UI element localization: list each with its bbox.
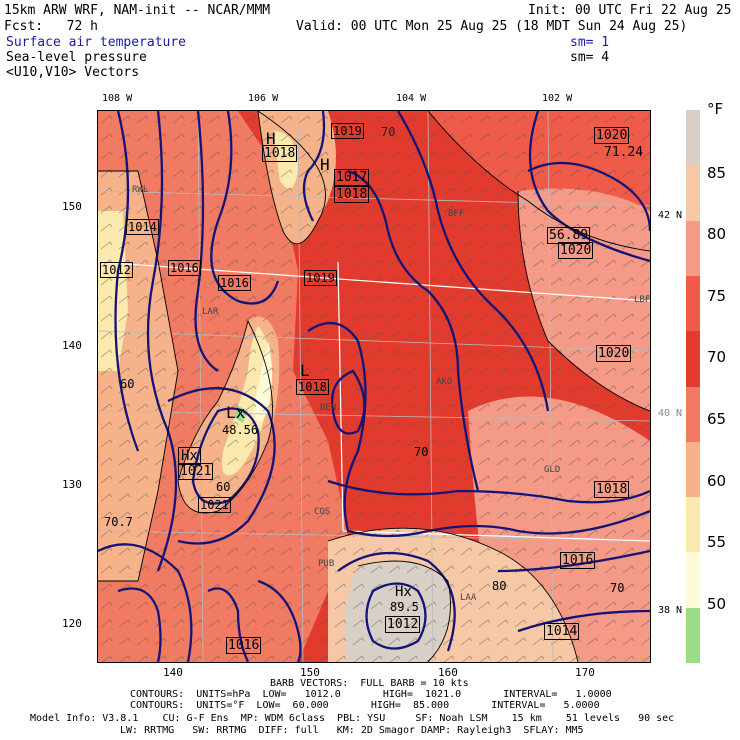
lat-label: 38 N (658, 605, 683, 616)
lon-label: 102 W (542, 93, 573, 104)
wind-barbs (98, 111, 650, 662)
colorbar-label: 75 (707, 287, 727, 305)
colorbar-label: 70 (707, 348, 727, 366)
colorbar-segment (686, 220, 700, 277)
pressure-contours (98, 111, 650, 662)
colorbar-segment (686, 331, 700, 387)
lon-label: 106 W (248, 93, 279, 104)
colorbar-label: 60 (707, 472, 727, 490)
colorbar-label: 85 (707, 164, 727, 182)
smoothing-temp: sm= 1 (570, 35, 610, 50)
colorbar-segment (686, 110, 700, 166)
model-info-physics: LW: RRTMG SW: RRTMG DIFF: full KM: 2D Sm… (120, 725, 584, 736)
boundaries (98, 111, 650, 662)
model-title: 15km ARW WRF, NAM-init -- NCAR/MMM (4, 3, 271, 18)
colorbar-segment (686, 552, 700, 609)
smoothing-pressure: sm= 4 (570, 50, 610, 65)
field-pressure: Sea-level pressure (6, 50, 147, 65)
colorbar-label: 55 (707, 533, 727, 551)
colorbar-unit: °F (707, 100, 724, 118)
forecast-hour: Fcst: 72 h (4, 19, 98, 34)
y-tick: 150 (62, 200, 82, 213)
lat-label: 40 N (658, 408, 683, 419)
lon-label: 104 W (396, 93, 427, 104)
valid-time: Valid: 00 UTC Mon 25 Aug 25 (18 MDT Sun … (296, 19, 688, 34)
colorbar-label: 65 (707, 410, 727, 428)
field-vectors: <U10,V10> Vectors (6, 65, 140, 80)
colorbar-segment (686, 441, 700, 498)
colorbar-segment (686, 497, 700, 553)
colorbar-label: 80 (707, 225, 727, 243)
x-tick: 160 (438, 666, 458, 679)
init-time: Init: 00 UTC Fri 22 Aug 25 (528, 3, 732, 18)
weather-map (98, 111, 650, 662)
x-tick: 150 (300, 666, 320, 679)
y-tick: 140 (62, 339, 82, 352)
map-frame (97, 110, 651, 663)
temperature-colorbar (686, 110, 700, 664)
lat-label: 42 N (658, 210, 683, 221)
colorbar-label: 50 (707, 595, 727, 613)
model-info: Model Info: V3.8.1 CU: G-F Ens MP: WDM 6… (30, 713, 675, 724)
field-temperature: Surface air temperature (6, 35, 187, 50)
colorbar-segment (686, 386, 700, 443)
lon-label: 108 W (102, 93, 133, 104)
colorbar-segment (686, 607, 700, 664)
contour-info-temperature: CONTOURS: UNITS=°F LOW= 60.000 HIGH= 85.… (130, 700, 600, 711)
x-tick: 140 (163, 666, 183, 679)
colorbar-segment (686, 165, 700, 222)
x-tick: 170 (575, 666, 595, 679)
temperature-contours (98, 111, 650, 662)
colorbar-segment (686, 275, 700, 332)
contour-info-pressure: CONTOURS: UNITS=hPa LOW= 1012.0 HIGH= 10… (130, 689, 612, 700)
y-tick: 130 (62, 478, 82, 491)
barb-info: BARB VECTORS: FULL BARB = 10 kts (270, 678, 469, 689)
y-tick: 120 (62, 617, 82, 630)
